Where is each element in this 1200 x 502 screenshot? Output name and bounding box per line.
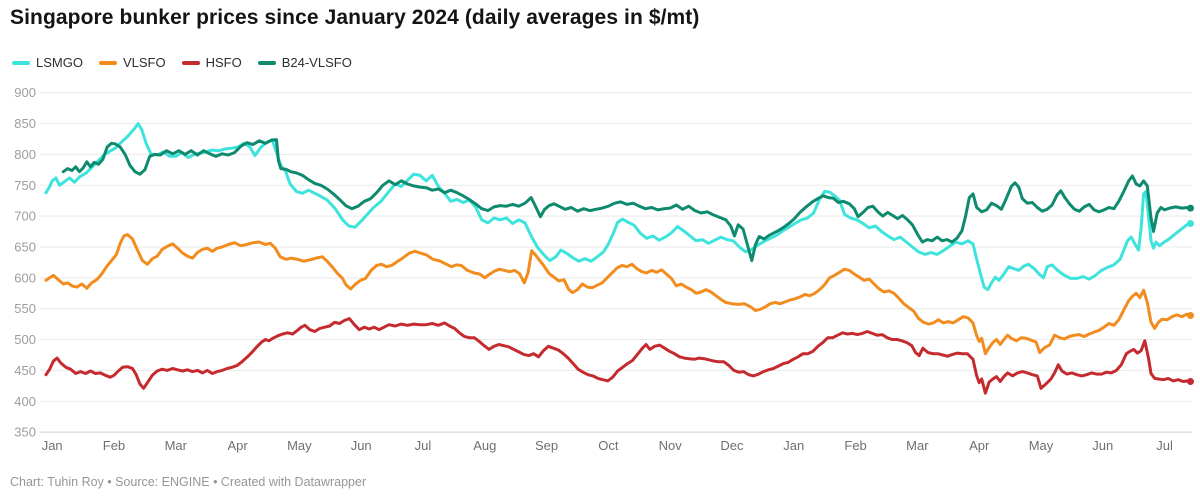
y-tick-label: 800 (14, 147, 36, 162)
x-tick-label-11: Dec (720, 438, 744, 453)
series-line-lsmgo (44, 122, 1192, 292)
legend-swatch-icon (98, 60, 117, 65)
x-tick-label-9: Oct (598, 438, 619, 453)
x-tick-label-16: May (1029, 438, 1054, 453)
x-tick-label-6: Jul (415, 438, 432, 453)
y-tick-label: 650 (14, 239, 36, 254)
chart-footer: Chart: Tuhin Roy • Source: ENGINE • Crea… (10, 475, 367, 489)
y-tick-label: 900 (14, 85, 36, 100)
y-tick-label: 750 (14, 178, 36, 193)
x-tick-label-8: Sep (535, 438, 558, 453)
series-end-dot-vlsfo (1187, 312, 1194, 319)
legend-item-b24-vlsfo: B24-VLSFO (257, 55, 352, 70)
series-line-b24-vlsfo (61, 138, 1192, 263)
x-tick-label-5: Jun (351, 438, 372, 453)
y-tick-label: 700 (14, 209, 36, 224)
x-tick-label-18: Jul (1156, 438, 1173, 453)
legend-label: LSMGO (36, 55, 83, 70)
legend-item-vlsfo: VLSFO (98, 55, 166, 70)
legend-swatch-icon (181, 60, 200, 65)
legend-item-hsfo: HSFO (181, 55, 242, 70)
x-tick-label-17: Jun (1092, 438, 1113, 453)
legend-label: B24-VLSFO (281, 55, 352, 70)
y-tick-label: 350 (14, 425, 36, 440)
x-tick-label-2: Mar (165, 438, 188, 453)
legend-label: HSFO (205, 55, 242, 70)
series-line-vlsfo (44, 233, 1192, 356)
series-end-dot-lsmgo (1187, 220, 1194, 227)
chart-title: Singapore bunker prices since January 20… (10, 6, 700, 29)
legend-label: VLSFO (122, 55, 166, 70)
series-end-dot-hsfo (1187, 378, 1194, 385)
x-tick-label-13: Feb (844, 438, 866, 453)
x-tick-label-3: Apr (227, 438, 248, 453)
y-tick-label: 500 (14, 332, 36, 347)
x-tick-label-7: Aug (473, 438, 496, 453)
x-tick-label-14: Mar (906, 438, 929, 453)
x-tick-label-10: Nov (659, 438, 683, 453)
x-tick-label-1: Feb (103, 438, 125, 453)
x-tick-label-4: May (287, 438, 312, 453)
y-tick-label: 850 (14, 116, 36, 131)
y-tick-label: 450 (14, 363, 36, 378)
x-tick-label-12: Jan (783, 438, 804, 453)
legend-swatch-icon (257, 60, 276, 65)
y-tick-label: 400 (14, 394, 36, 409)
series-line-hsfo (44, 317, 1192, 395)
x-tick-label-0: Jan (42, 438, 63, 453)
y-tick-label: 600 (14, 270, 36, 285)
series-end-dot-b24-vlsfo (1187, 204, 1194, 212)
legend-item-lsmgo: LSMGO (12, 55, 83, 70)
x-tick-label-15: Apr (969, 438, 990, 453)
legend-swatch-icon (12, 60, 30, 65)
y-tick-label: 550 (14, 301, 36, 316)
chart-legend: LSMGO VLSFO HSFO B24-VLSFO (12, 55, 352, 70)
